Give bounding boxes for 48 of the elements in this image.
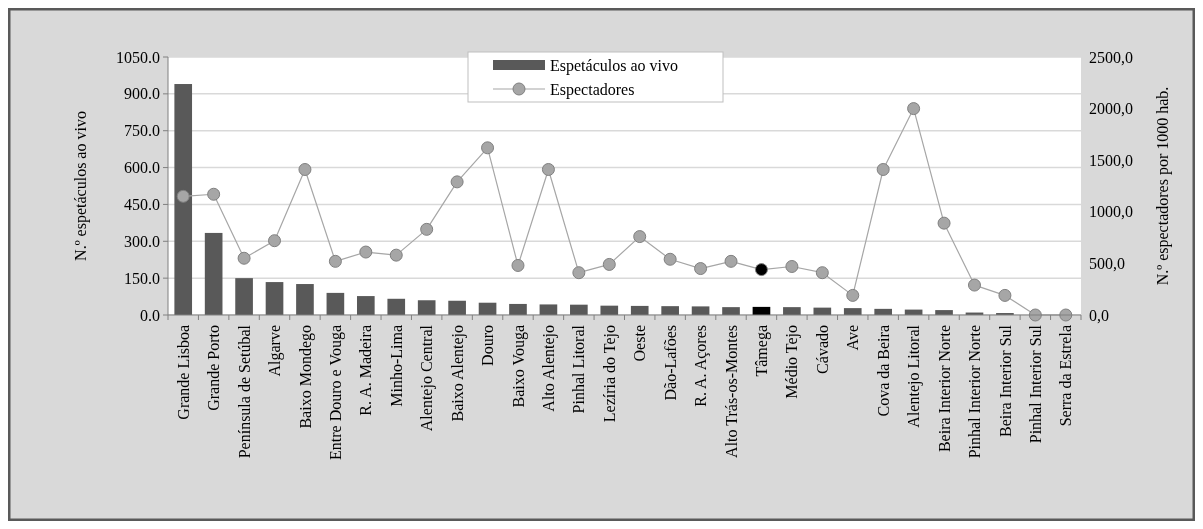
x-tick-label: Médio Tejo [783,325,802,399]
legend-label: Espetáculos ao vivo [550,56,678,75]
y2-tick-label: 2000,0 [1089,100,1133,118]
y2-tick-label: 2500,0 [1089,48,1133,66]
x-tick-label: Pinhal Interior Norte [966,325,984,459]
x-tick-label: Grande Lisboa [174,325,192,420]
x-tick-label: R. A. Açores [692,325,711,407]
y-tick-label: 1050.0 [116,48,160,66]
x-tick-label: Minho-Lima [387,325,405,407]
x-tick-label: Entre Douro e Vouga [326,325,345,460]
x-tick-label: Cávado [813,325,831,374]
x-tick-label: R. A. Madeira [357,325,375,416]
x-tick-label: Algarve [266,325,285,377]
x-tick-label: Ave [844,325,862,351]
x-tick-label: Alto Trás-os-Montes [722,325,740,458]
x-tick-label: Serra da Estrela [1057,325,1075,427]
x-tick-label: Beira Interior Norte [935,325,953,453]
x-tick-label: Grande Porto [205,325,223,411]
x-tick-label: Península de Setúbal [235,324,253,459]
y2-tick-label: 1500,0 [1089,151,1133,169]
y-tick-label: 750.0 [124,122,160,140]
x-tick-label: Tâmega [753,325,772,377]
y2-axis-title: N.º espectadores por 1000 hab. [1154,86,1172,286]
y2-tick-label: 0,0 [1089,306,1109,324]
x-tick-label: Baixo Vouga [509,325,528,408]
x-tick-label: Lezíria do Tejo [600,325,619,423]
y-axis-title: N.º espetáculos ao vivo [72,111,90,261]
x-tick-label: Alentejo Central [418,324,437,432]
y-tick-label: 150.0 [124,269,160,287]
legend-label: Espectadores [550,80,635,99]
y-tick-label: 300.0 [124,232,160,250]
y-tick-label: 0.0 [140,306,160,324]
y2-tick-label: 1000,0 [1089,203,1133,221]
y-tick-label: 450.0 [124,196,160,214]
x-tick-label: Cova da Beira [874,325,892,417]
y-tick-label: 600.0 [124,159,160,177]
x-tick-label: Pinhal Interior Sul [1026,324,1044,444]
x-tick-label: Dão-Lafões [661,325,679,401]
x-tick-label: Oeste [631,325,649,362]
y2-tick-label: 500,0 [1089,255,1125,272]
y-tick-label: 900.0 [124,85,160,103]
x-tick-label: Pinhal Litoral [570,324,588,414]
x-tick-label: Beira Interior Sul [996,324,1014,437]
x-tick-label: Alentejo Litoral [905,324,924,428]
x-tick-label: Baixo Mondego [296,325,315,429]
x-tick-label: Douro [479,325,497,366]
x-tick-label: Baixo Alentejo [448,325,467,422]
x-tick-label: Alto Alentejo [540,325,559,412]
